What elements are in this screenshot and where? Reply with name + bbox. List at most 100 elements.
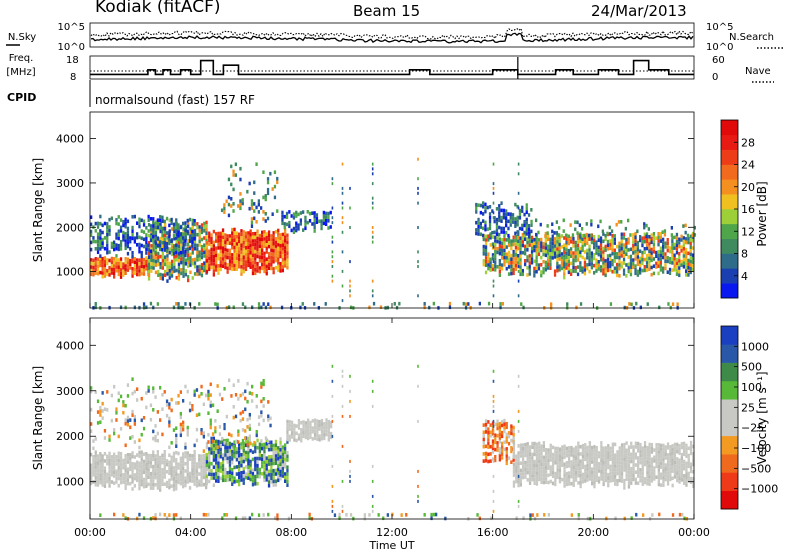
scatter-cell <box>505 457 508 462</box>
scatter-cell <box>235 472 238 476</box>
scatter-cell <box>495 232 499 236</box>
scatter-cell <box>330 424 333 429</box>
scatter-cell <box>341 509 344 513</box>
scatter-cell <box>307 425 310 430</box>
scatter-cell <box>528 477 532 482</box>
scatter-cell <box>584 453 587 458</box>
scatter-cell <box>669 463 672 467</box>
scatter-cell <box>161 244 164 249</box>
scatter-cell <box>255 205 258 210</box>
scatter-cell <box>150 258 153 263</box>
scatter-cell <box>126 422 130 427</box>
scatter-cell <box>99 452 102 456</box>
scatter-cell <box>110 473 113 477</box>
scatter-cell <box>286 240 289 245</box>
scatter-cell <box>263 467 266 472</box>
scatter-cell <box>643 451 647 456</box>
scatter-cell <box>496 265 499 269</box>
scatter-cell <box>210 447 213 452</box>
scatter-cell <box>304 435 307 440</box>
scatter-cell <box>145 462 148 467</box>
scatter-cell <box>482 430 485 435</box>
scatter-cell <box>233 231 236 235</box>
colorbar-tick-label: 1000 <box>741 340 769 353</box>
scatter-cell <box>487 445 490 449</box>
scatter-cell <box>599 236 603 240</box>
scatter-cell <box>256 460 259 464</box>
scatter-cell <box>482 423 485 427</box>
scatter-cell <box>325 222 328 226</box>
scatter-cell <box>233 256 236 261</box>
scatter-cell <box>650 443 654 447</box>
scatter-cell <box>90 463 93 468</box>
scatter-cell <box>215 439 218 444</box>
scatter-cell <box>117 265 120 269</box>
scatter-cell <box>263 255 266 259</box>
scatter-cell <box>170 248 174 253</box>
scatter-cell <box>526 460 529 464</box>
scatter-cell <box>477 203 480 207</box>
scatter-cell <box>263 475 266 479</box>
scatter-cell <box>157 269 160 274</box>
scatter-cell <box>238 243 241 247</box>
scatter-cell <box>117 269 120 273</box>
scatter-cell <box>196 265 199 269</box>
scatter-cell <box>512 433 515 437</box>
scatter-cell <box>625 252 628 256</box>
scatter-cell <box>145 247 148 252</box>
scatter-cell <box>505 439 508 444</box>
scatter-cell <box>616 453 619 458</box>
scatter-cell <box>537 245 541 249</box>
y-tick-label: 4000 <box>56 133 84 146</box>
scatter-cell <box>113 456 116 460</box>
scatter-cell <box>501 434 504 439</box>
scatter-cell <box>159 484 162 489</box>
scatter-cell <box>512 429 515 433</box>
scatter-cell <box>262 170 265 174</box>
scatter-cell <box>554 479 557 483</box>
scatter-cell <box>99 477 102 481</box>
scatter-cell <box>103 459 107 463</box>
scatter-cell <box>232 169 235 174</box>
scatter-cell <box>691 239 695 243</box>
scatter-cell <box>574 244 577 248</box>
scatter-cell <box>249 459 252 464</box>
scatter-cell <box>263 237 266 241</box>
scatter-cell <box>620 475 624 480</box>
colorbar-tick-label: 24 <box>741 159 755 172</box>
scatter-cell <box>209 425 212 430</box>
scatter-cell <box>489 264 492 269</box>
scatter-cell <box>641 471 644 476</box>
scatter-cell <box>277 471 280 475</box>
scatter-cell <box>544 242 547 247</box>
scatter-cell <box>503 234 506 238</box>
scatter-cell <box>331 504 334 508</box>
scatter-cell <box>563 473 566 477</box>
scatter-cell <box>322 214 325 218</box>
scatter-cell <box>519 461 522 465</box>
scatter-cell <box>611 460 614 465</box>
scatter-cell <box>170 239 173 243</box>
scatter-cell <box>502 230 505 234</box>
scatter-cell <box>634 231 637 236</box>
scatter-cell <box>231 442 234 447</box>
scatter-cell <box>221 438 225 443</box>
scatter-cell <box>274 447 278 451</box>
scatter-cell <box>371 235 374 239</box>
scatter-cell <box>492 429 495 433</box>
scatter-cell <box>159 481 162 485</box>
scatter-cell <box>500 208 503 213</box>
scatter-cell <box>616 461 619 465</box>
scatter-cell <box>639 249 642 253</box>
scatter-cell <box>103 484 107 488</box>
scatter-cell <box>217 439 220 444</box>
scatter-cell <box>240 474 243 479</box>
scatter-cell <box>281 463 284 467</box>
scatter-cell <box>101 461 104 466</box>
scatter-cell <box>671 239 674 244</box>
scatter-cell <box>200 230 204 235</box>
scatter-cell <box>136 471 139 475</box>
scatter-cell <box>241 201 244 206</box>
scatter-cell <box>147 277 151 281</box>
scatter-cell <box>639 235 642 239</box>
